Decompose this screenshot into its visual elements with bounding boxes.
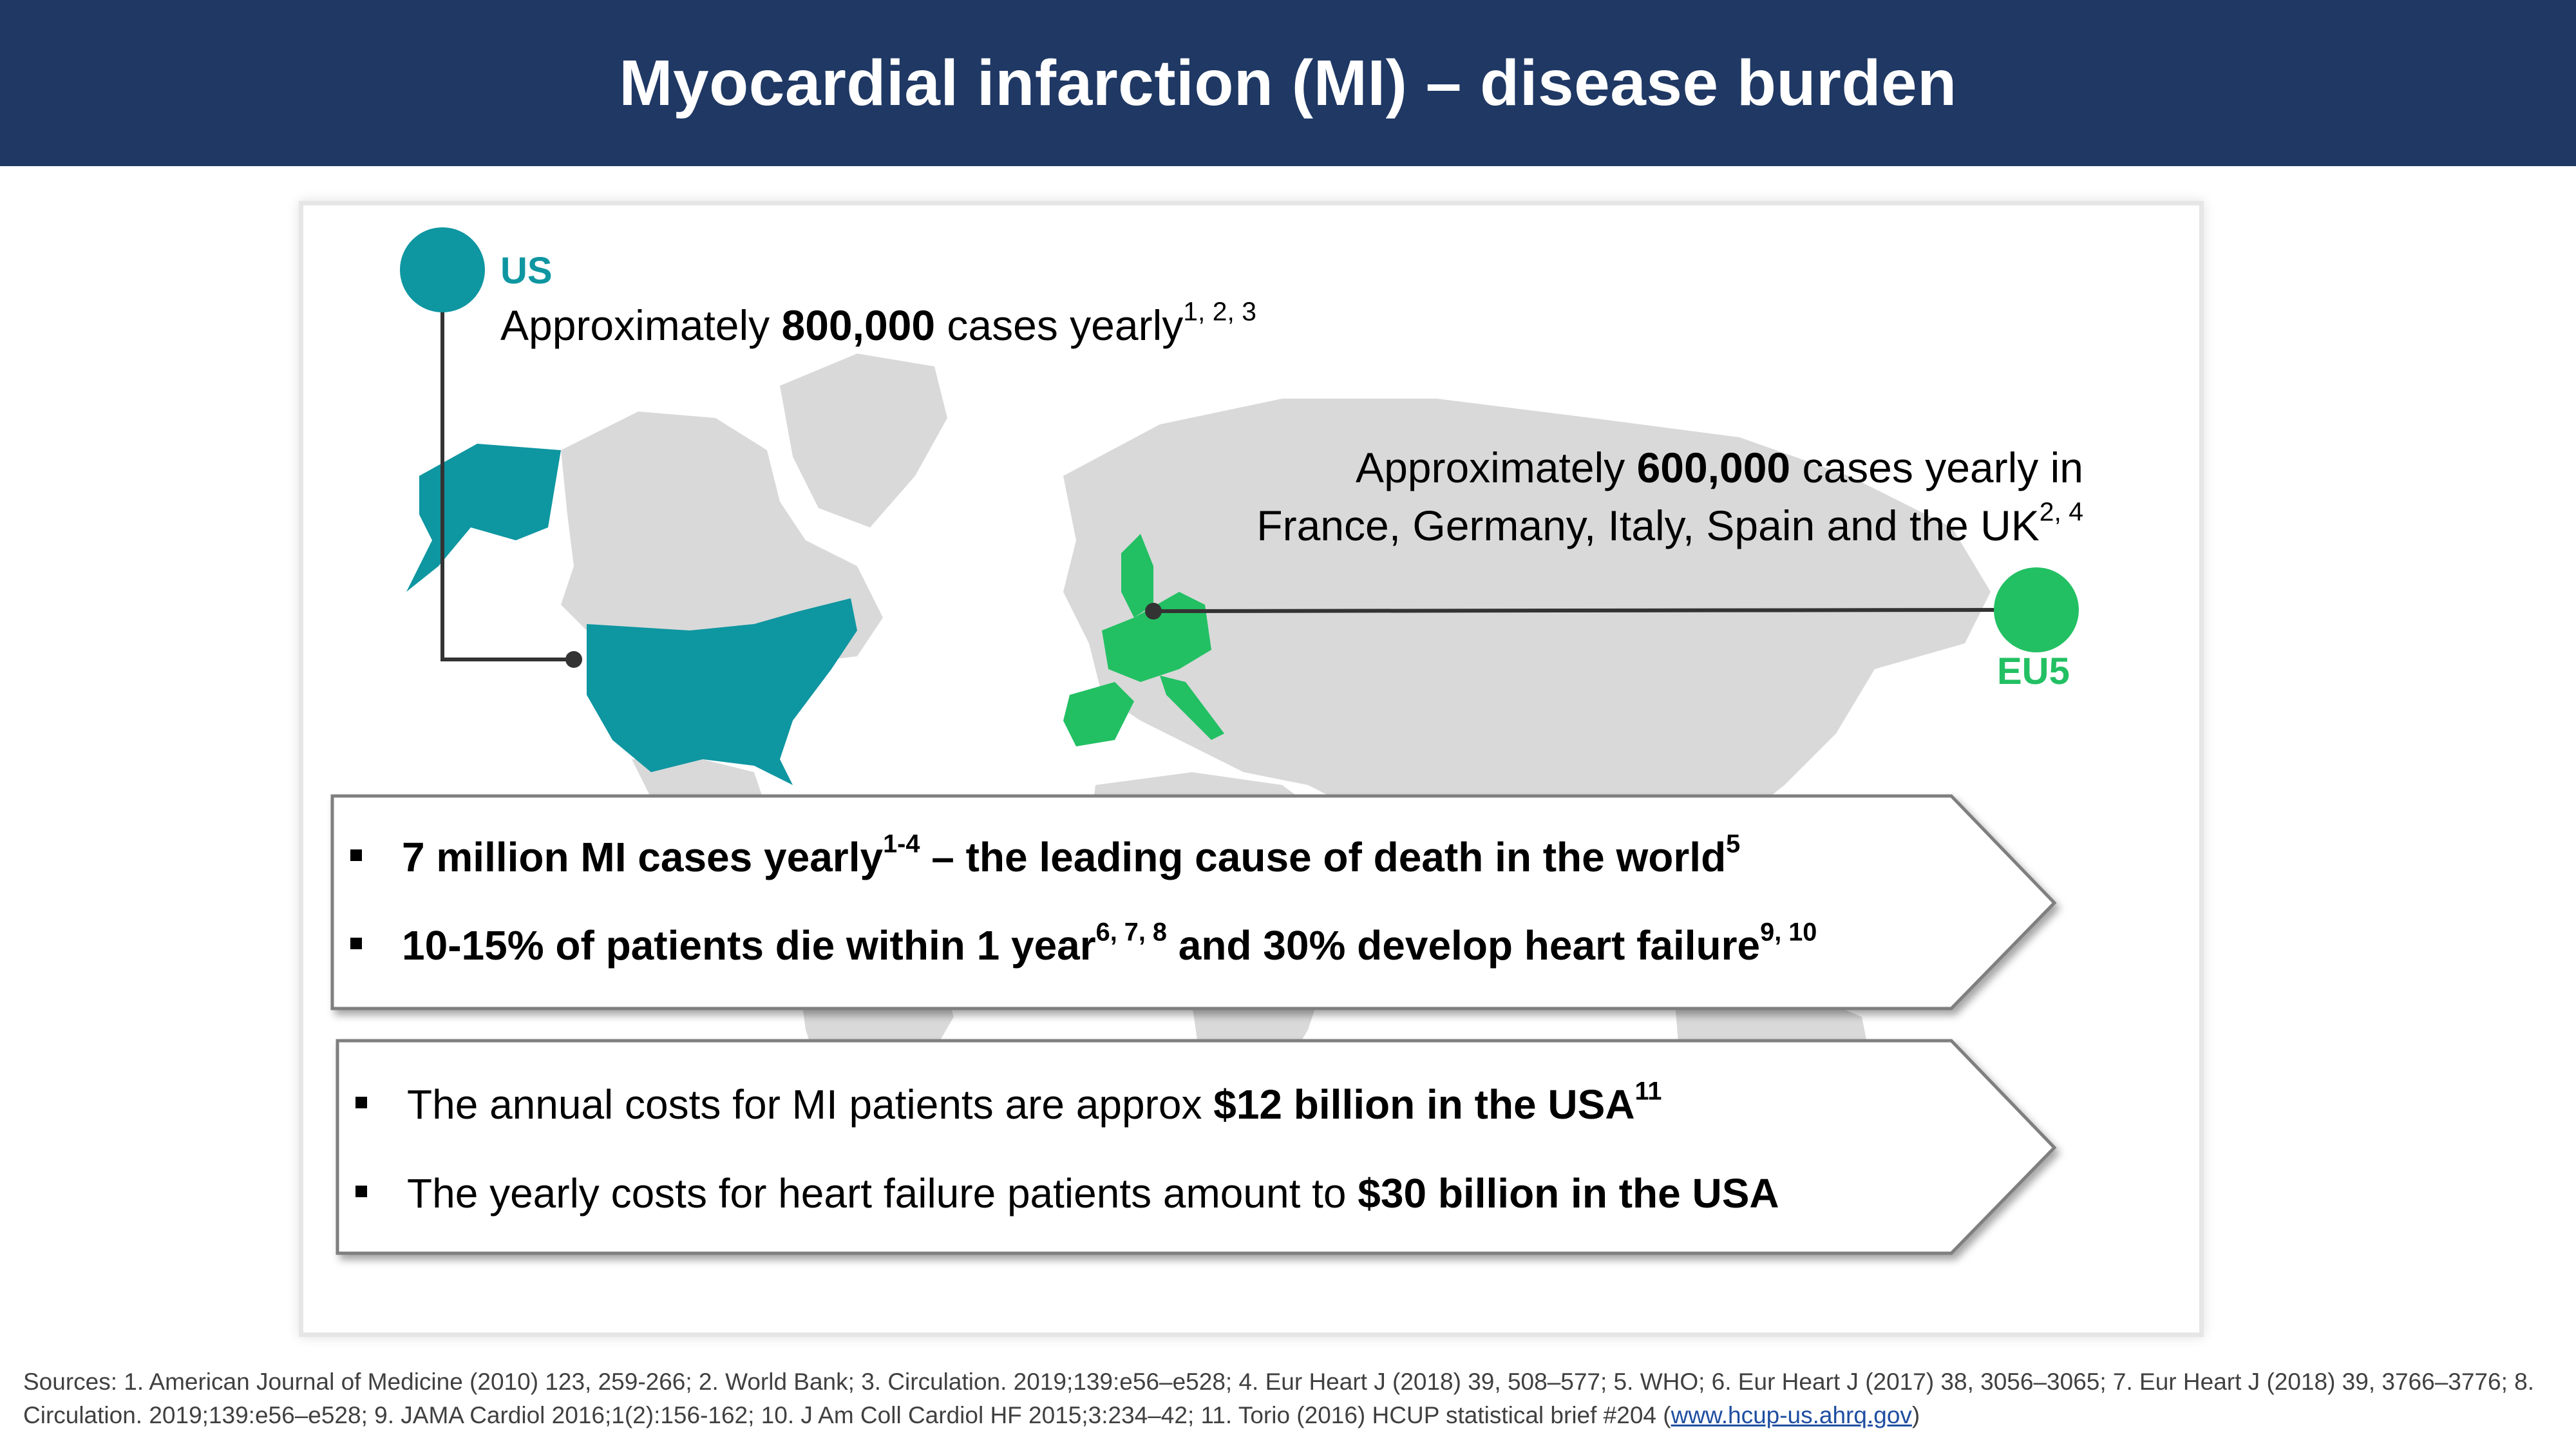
cost-callout-shape — [336, 1039, 2057, 1255]
france-germany-shape — [1102, 592, 1211, 682]
cost-callout: The annual costs for MI patients are app… — [336, 1039, 2058, 1255]
bullet-icon — [355, 1097, 367, 1109]
eu5-marker — [1994, 567, 2079, 652]
us-cases-text: Approximately 800,000 cases yearly1, 2, … — [500, 296, 1256, 349]
scandinavia-shape — [1179, 450, 1282, 566]
burden-item-1: 7 million MI cases yearly1-4 – the leadi… — [350, 831, 1740, 881]
eu5-cases-text: Approximately 600,000 cases yearly in Fr… — [1256, 439, 2083, 554]
burden-callout: 7 million MI cases yearly1-4 – the leadi… — [330, 794, 2058, 1010]
bullet-icon — [350, 938, 362, 950]
page-title: Myocardial infarction (MI) – disease bur… — [619, 46, 1957, 119]
sources-footnote: Sources: 1. American Journal of Medicine… — [23, 1368, 2535, 1428]
bullet-icon — [355, 1186, 367, 1198]
uk-shape — [1121, 534, 1153, 618]
burden-callout-shape — [330, 794, 2057, 1010]
title-bar: Myocardial infarction (MI) – disease bur… — [0, 0, 2576, 166]
burden-item-2: 10-15% of patients die within 1 year6, 7… — [350, 919, 1817, 969]
eu5-connector-line — [1153, 608, 1998, 613]
greenland-shape — [780, 354, 947, 527]
us-connector-line — [440, 270, 574, 661]
spain-shape — [1063, 682, 1134, 746]
canada-shape — [561, 412, 883, 663]
hcup-link[interactable]: www.hcup-us.ahrq.gov — [1671, 1402, 1912, 1428]
alaska-shape — [406, 444, 561, 592]
italy-shape — [1160, 676, 1224, 740]
eu5-label: EU5 — [1997, 650, 2070, 692]
cost-item-2: The yearly costs for heart failure patie… — [355, 1170, 1779, 1217]
cost-item-1: The annual costs for MI patients are app… — [355, 1078, 1662, 1128]
eurasia-shape — [1063, 399, 1991, 901]
us-marker — [400, 227, 485, 312]
eu5-pin-dot — [1145, 603, 1162, 620]
us-pin-dot — [565, 651, 582, 668]
eu5-cases-line1: Approximately 600,000 cases yearly in — [1356, 444, 2083, 491]
eu5-cases-line2: France, Germany, Italy, Spain and the UK… — [1256, 497, 2083, 549]
us-label: US — [500, 250, 553, 292]
usa-shape — [587, 598, 857, 785]
bullet-icon — [350, 849, 362, 862]
